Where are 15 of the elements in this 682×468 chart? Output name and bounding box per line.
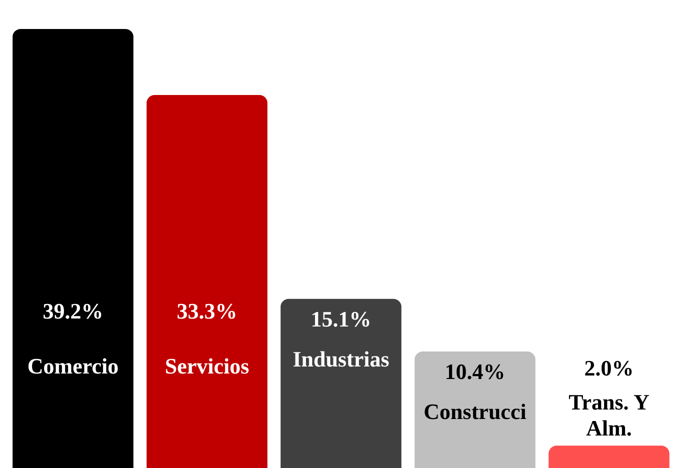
x-tick-label: Construcci: [424, 399, 526, 424]
x-tick-label: Servicios: [164, 354, 250, 379]
data-label: 2.0%: [584, 355, 634, 380]
data-label: 33.3%: [176, 298, 238, 324]
bar: [280, 298, 402, 468]
bar: [548, 446, 670, 468]
bar: [12, 28, 134, 468]
data-label: 15.1%: [310, 306, 372, 332]
data-label: 10.4%: [444, 359, 506, 384]
x-tick-label: Trans. Y Alm.: [568, 389, 650, 440]
bar: [414, 352, 536, 468]
bar: [146, 95, 268, 468]
x-tick-label: Comercio: [27, 354, 119, 379]
data-label: 39.2%: [42, 298, 104, 324]
x-tick-label: Industrias: [292, 346, 390, 372]
